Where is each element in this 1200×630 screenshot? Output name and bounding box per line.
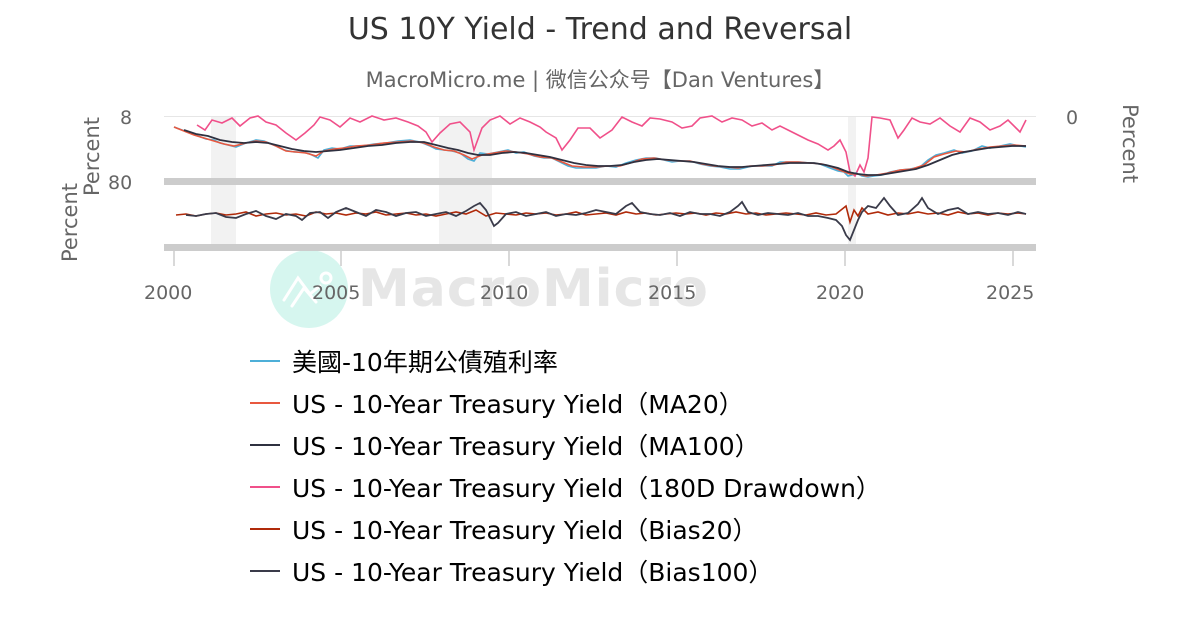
left-tick-bottom: 80 [108, 172, 133, 194]
legend-item-yield[interactable]: 美國-10年期公債殖利率 [250, 340, 881, 382]
legend-swatch-icon [250, 444, 280, 446]
legend-item-bias100[interactable]: US - 10-Year Treasury Yield（Bias100） [250, 550, 881, 592]
series-drawdown [196, 115, 1027, 178]
legend-item-drawdown[interactable]: US - 10-Year Treasury Yield（180D Drawdow… [250, 466, 881, 508]
legend-label: US - 10-Year Treasury Yield（MA100） [292, 432, 760, 461]
legend-swatch-icon [250, 528, 280, 530]
x-tick-2000: 2000 [144, 282, 193, 304]
legend: 美國-10年期公債殖利率 US - 10-Year Treasury Yield… [250, 340, 881, 592]
macromicro-logo-icon [270, 250, 348, 328]
legend-label: US - 10-Year Treasury Yield（180D Drawdow… [292, 474, 881, 503]
legend-item-ma100[interactable]: US - 10-Year Treasury Yield（MA100） [250, 424, 881, 466]
x-tick-2025: 2025 [986, 282, 1035, 304]
legend-swatch-icon [250, 570, 280, 572]
watermark: MacroMicro [270, 250, 709, 328]
legend-label: US - 10-Year Treasury Yield（Bias20） [292, 516, 758, 545]
chart-subtitle: MacroMicro.me | 微信公众号【Dan Ventures】 [365, 68, 835, 92]
watermark-text: MacroMicro [358, 259, 709, 319]
series-bias100 [185, 196, 1027, 242]
x-tick-2005: 2005 [312, 282, 361, 304]
x-tick-2015: 2015 [648, 282, 697, 304]
right-tick-top: 0 [1066, 107, 1079, 129]
legend-label: US - 10-Year Treasury Yield（MA20） [292, 390, 744, 419]
legend-swatch-icon [250, 486, 280, 488]
plot-area [164, 115, 1036, 266]
legend-label: US - 10-Year Treasury Yield（Bias100） [292, 558, 774, 587]
series-ma100 [183, 129, 1026, 176]
chart-title: US 10Y Yield - Trend and Reversal [347, 12, 853, 47]
legend-label: 美國-10年期公債殖利率 [292, 348, 558, 377]
left-tick-top: 8 [120, 107, 133, 129]
panel-axis-band [164, 178, 1036, 185]
legend-item-ma20[interactable]: US - 10-Year Treasury Yield（MA20） [250, 382, 881, 424]
legend-swatch-icon [250, 360, 280, 362]
x-tick-2010: 2010 [480, 282, 529, 304]
legend-swatch-icon [250, 402, 280, 404]
x-tick-2020: 2020 [816, 282, 865, 304]
legend-item-bias20[interactable]: US - 10-Year Treasury Yield（Bias20） [250, 508, 881, 550]
panel-axis-band [164, 244, 1036, 251]
